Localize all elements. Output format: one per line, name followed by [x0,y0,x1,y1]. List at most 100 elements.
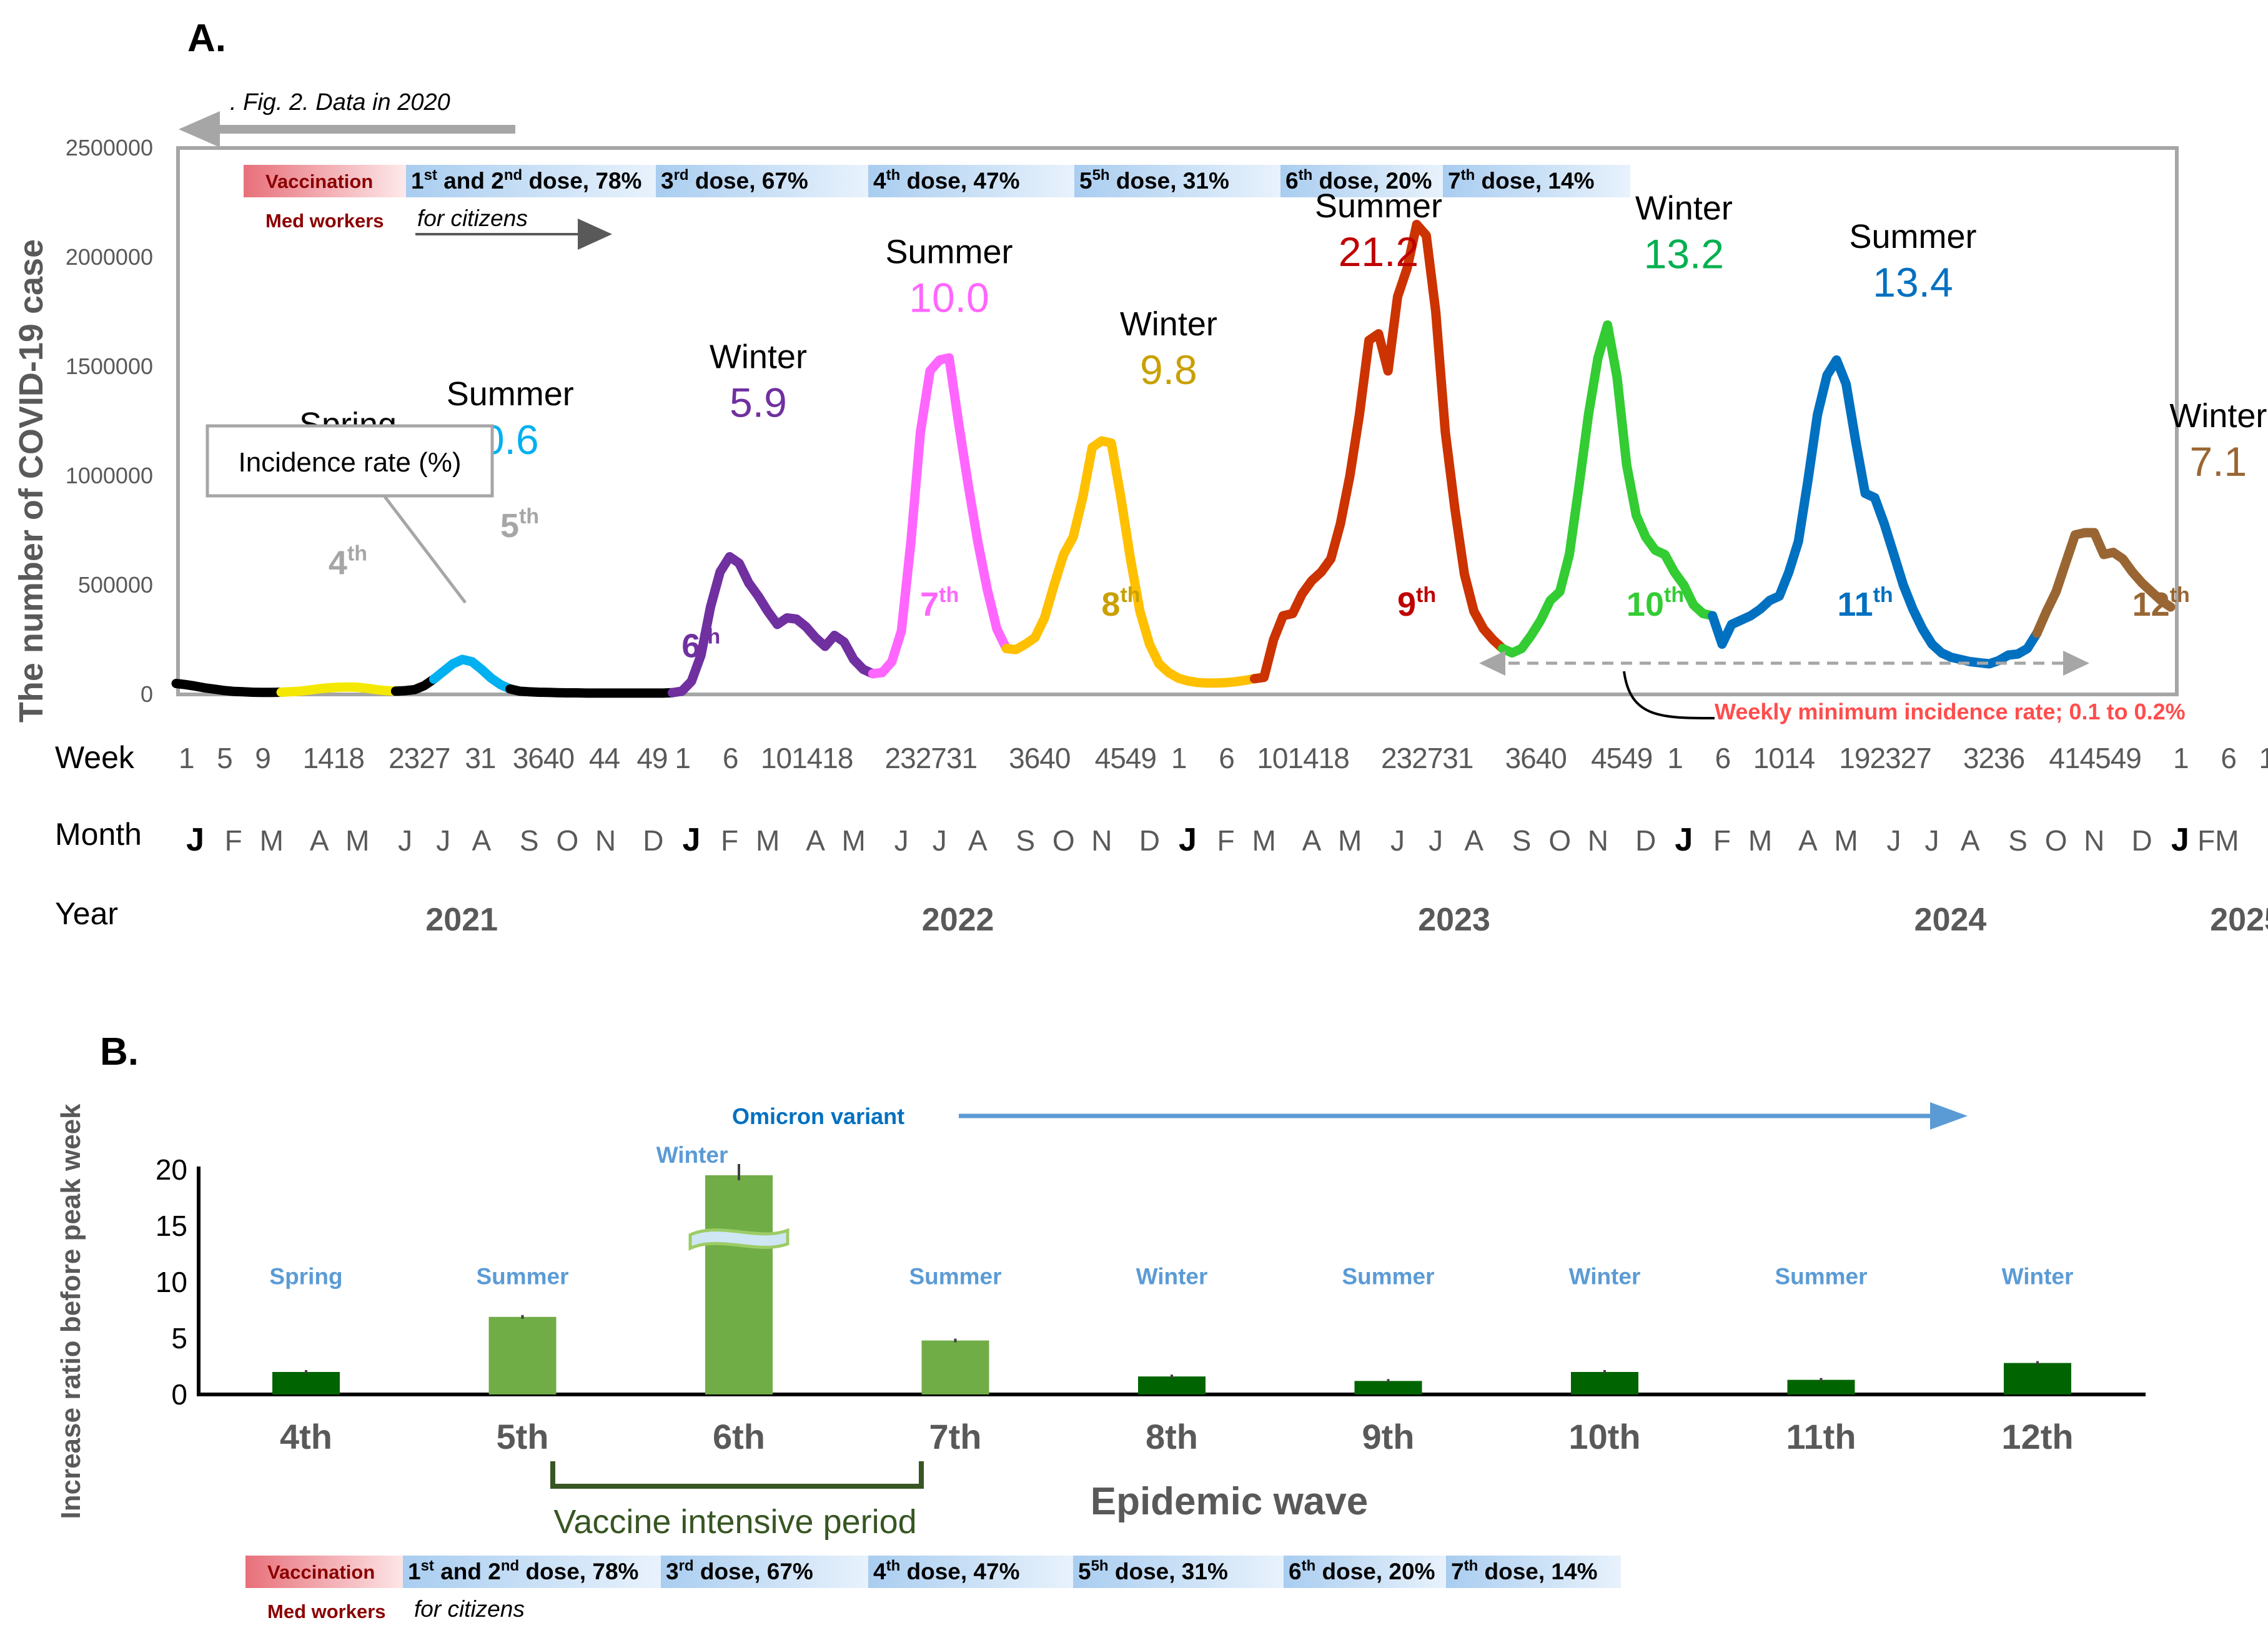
incidence-rate-label: 13.4 [1873,259,1953,305]
y-tick-a: 2000000 [66,244,153,270]
month-tick: J [894,824,909,857]
dose-suffix: th [1464,1557,1478,1574]
dose-box [403,1556,661,1588]
wave-number-label: 9th [1397,583,1436,623]
week-tick: 1 [2173,742,2189,774]
week-tick: 49 [636,742,667,774]
for-citizens-label: for citizens [414,1596,525,1622]
week-tick: 1 [1171,742,1187,774]
bar-5th [488,1316,557,1394]
year-tick: 2025 [2210,902,2268,938]
month-tick: J [436,824,450,857]
category-label-b: 7th [929,1417,982,1456]
dose-box [1446,1556,1621,1588]
wave-number-label: 12th [2132,583,2190,623]
vaccination-box [244,165,406,197]
season-label: Winter [1120,305,1217,343]
season-label-b: Summer [476,1264,568,1290]
month-tick: N [2084,824,2104,857]
wave-number: 9 [1397,586,1416,623]
dose-number: 4 [873,1559,886,1584]
dose-label: 6th dose, 20% [1285,167,1432,194]
dose-label: 1st and 2nd dose, 78% [408,1557,638,1584]
month-tick: J [398,824,412,857]
weekly-minimum-note: Weekly minimum incidence rate; 0.1 to 0.… [1715,699,2186,724]
month-tick: S [520,824,539,857]
dose-text: dose, 78% [519,1559,638,1584]
month-tick: O [556,824,578,857]
y-tick-a: 2500000 [66,135,153,160]
wave-6th-line [667,552,878,698]
dose-text: and 2 [434,1559,501,1584]
week-tick: 31 [465,742,495,774]
wave-number-suffix: th [939,583,959,607]
season-label: Winter [2169,397,2267,435]
week-tick: 4549 [1591,742,1652,774]
dose-text: dose, 67% [694,1559,813,1584]
season-label: Summer [447,375,574,413]
season-label: Winter [1635,190,1733,227]
dose-suffix: st [421,1557,434,1574]
month-tick: F [721,824,738,857]
axis-break-mark [688,1228,790,1251]
wave-11th-line [1708,355,2042,669]
month-tick: A [1961,824,1980,857]
bar-8th [1138,1376,1206,1394]
dose-label: 7th dose, 14% [1448,167,1595,194]
dose-number: 1 [411,168,424,194]
season-label-b: Spring [269,1264,342,1290]
month-tick: F [1217,824,1234,857]
year-tick-labels: 2021 2022 2023 2024 2025 [425,902,2268,938]
month-tick: M [842,824,866,857]
month-tick: S [1016,824,1035,857]
bar-6th [705,1175,773,1394]
bar-12th [2004,1363,2071,1394]
dose-number: 3 [661,168,674,194]
wave-number-suffix: th [1416,583,1436,607]
dose-label: 55h dose, 31% [1079,167,1229,194]
wave-number-suffix: th [347,542,367,566]
category-label-b: 6th [713,1417,765,1456]
week-tick: 6 [723,742,738,774]
incidence-rate-label: 7.1 [2190,438,2247,485]
wave-number-suffix: th [1120,583,1140,607]
bar-7th [921,1340,989,1394]
week-tick: 101418 [1257,742,1349,774]
baseline-line [505,684,677,698]
dose-box [406,165,656,197]
season-label-b: Summer [1342,1264,1434,1290]
month-tick: M [1338,824,1362,857]
category-label-b: 11th [1786,1417,1856,1456]
week-tick: 3236 [1963,742,2024,774]
week-tick: 3640 [1505,742,1567,774]
dose-suffix: rd [679,1557,694,1574]
month-tick: D [1139,824,1160,857]
vaccine-intensive-label: Vaccine intensive period [553,1503,916,1541]
row-label-month: Month [55,817,142,852]
month-tick: J [1925,824,1939,857]
week-tick: 3640 [1009,742,1070,774]
dose-number: 6 [1289,1559,1302,1584]
season-label: Summer [1849,218,1976,255]
month-tick: A [310,824,329,857]
wave-number-label: 7th [920,583,959,623]
month-tick: J [1429,824,1443,857]
month-tick: N [1588,824,1608,857]
month-tick: F [225,824,242,857]
row-label-year: Year [55,896,118,931]
wave-number-label: 4th [329,542,367,582]
y-axis-title-b-text: Increase ratio before peak week [56,1103,86,1519]
dose-label: 55h dose, 31% [1078,1557,1228,1584]
month-tick: N [595,824,616,857]
month-tick: FM [2197,824,2239,857]
year-tick: 2021 [425,902,498,938]
week-tick: 6 [1219,742,1234,774]
weekly-minimum-range: Weekly minimum incidence rate; 0.1 to 0.… [1479,651,2186,724]
month-tick: J [1675,822,1693,858]
month-tick: A [472,824,492,857]
arrow-2020: . Fig. 2. Data in 2020 [179,89,515,147]
week-tick: 6 [1715,742,1731,774]
month-tick: J [2171,822,2189,858]
